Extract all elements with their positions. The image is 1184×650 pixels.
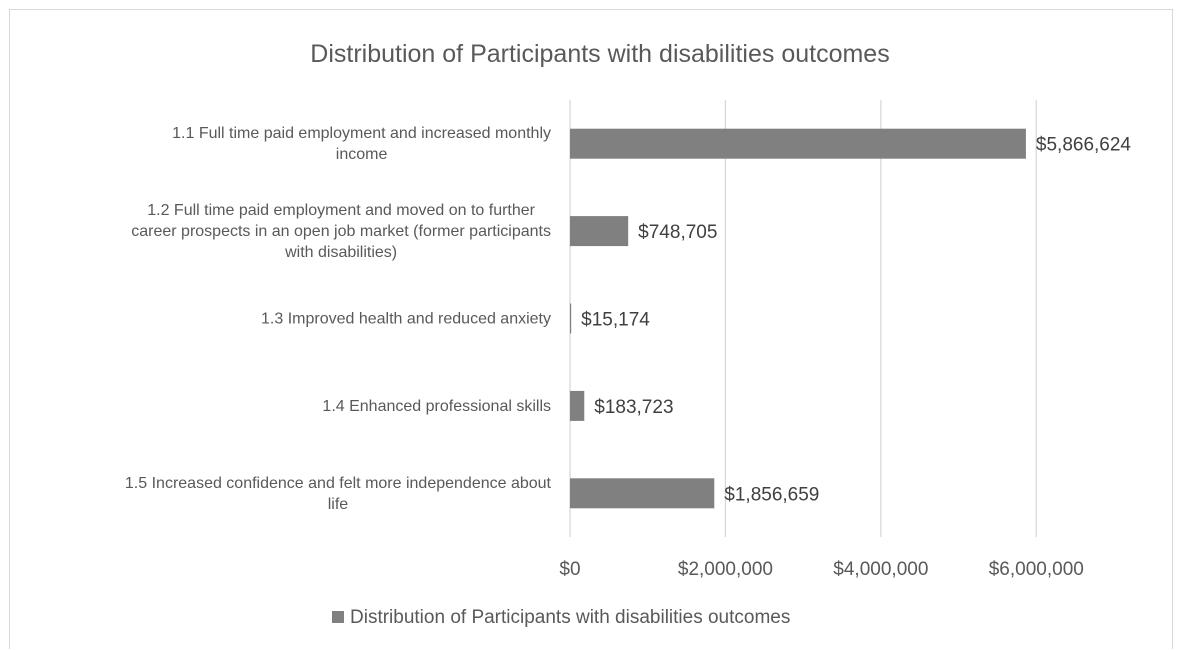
bar-4 <box>570 390 585 421</box>
category-label-2-line-3: with disabilities) <box>284 244 397 261</box>
bar-5 <box>570 478 715 509</box>
legend-swatch <box>332 611 344 623</box>
bar-2 <box>570 216 629 247</box>
bar-chart: Distribution of Participants with disabi… <box>125 40 1132 628</box>
data-label-1: $5,866,624 <box>1036 135 1132 156</box>
chart-frame: Distribution of Participants with disabi… <box>9 9 1173 649</box>
category-label-1-line-2: income <box>336 146 388 163</box>
category-label-5-line-1: 1.5 Increased confidence and felt more i… <box>125 475 552 492</box>
category-label-2: 1.2 Full time paid employment and moved … <box>131 202 551 261</box>
data-label-3: $15,174 <box>581 310 650 331</box>
bars <box>570 128 1026 509</box>
category-label-5: 1.5 Increased confidence and felt more i… <box>125 475 552 513</box>
x-tick-label-1: $2,000,000 <box>678 559 773 580</box>
category-label-2-line-2: career prospects in an open job market (… <box>131 223 551 240</box>
data-label-5: $1,856,659 <box>724 484 819 505</box>
bar-3 <box>570 303 572 334</box>
category-label-4: 1.4 Enhanced professional skills <box>322 398 551 415</box>
x-tick-label-3: $6,000,000 <box>989 559 1084 580</box>
bar-1 <box>570 128 1026 159</box>
category-label-2-line-1: 1.2 Full time paid employment and moved … <box>147 202 535 219</box>
category-label-4-line-1: 1.4 Enhanced professional skills <box>322 398 551 415</box>
x-tick-label-0: $0 <box>559 559 580 580</box>
category-label-1-line-1: 1.1 Full time paid employment and increa… <box>172 125 551 142</box>
category-label-3-line-1: 1.3 Improved health and reduced anxiety <box>261 311 551 328</box>
data-labels: $5,866,624 $748,705 $15,174 $183,723 $1,856,… <box>581 135 1131 506</box>
legend-label: Distribution of Participants with disabi… <box>350 607 790 628</box>
category-label-3: 1.3 Improved health and reduced anxiety <box>261 311 551 328</box>
data-label-2: $748,705 <box>638 222 717 243</box>
category-label-1: 1.1 Full time paid employment and increa… <box>172 125 551 163</box>
category-labels: 1.1 Full time paid employment and increa… <box>125 125 552 513</box>
x-axis-tick-labels: $0 $2,000,000 $4,000,000 $6,000,000 <box>559 559 1083 580</box>
legend: Distribution of Participants with disabi… <box>332 607 790 628</box>
category-label-5-line-2: life <box>328 496 349 513</box>
data-label-4: $183,723 <box>594 397 673 418</box>
x-tick-label-2: $4,000,000 <box>833 559 928 580</box>
chart-title: Distribution of Participants with disabi… <box>310 40 889 68</box>
